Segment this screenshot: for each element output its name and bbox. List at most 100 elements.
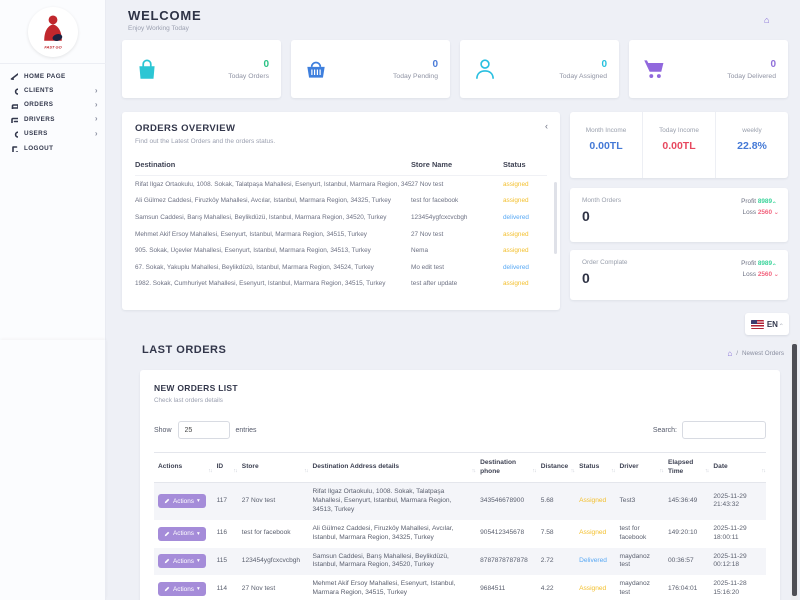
- actions-button[interactable]: Actions ▾: [158, 526, 206, 541]
- destination-cell: Rifat Ilgaz Ortaokulu, 1008. Sokak, Tala…: [135, 180, 411, 188]
- store-cell: 27 Nov test: [411, 180, 444, 188]
- destination-cell: Ali Gülmez Caddesi, Firuzköy Mahallesi, …: [135, 197, 391, 205]
- home-icon[interactable]: ⌂: [727, 349, 733, 358]
- table-row: Samsun Caddesi, Barış Mahallesi, Beylikd…: [135, 209, 547, 226]
- scrollbar-track[interactable]: [791, 340, 798, 600]
- column-distance[interactable]: Distance ↑↓: [536, 451, 576, 484]
- status-badge: delivered: [503, 213, 529, 221]
- sidebar-item-clients[interactable]: CLIENTS ›: [0, 83, 106, 97]
- status-badge: assigned: [503, 280, 529, 288]
- card-label: Order Complate: [582, 259, 628, 266]
- caret-down-icon: ▾: [196, 530, 200, 537]
- status-badge: assigned: [503, 230, 529, 238]
- address-cell: Mehmet Akif Ersoy Mahallesi, Esenyurt, I…: [312, 580, 456, 597]
- actions-button[interactable]: Actions ▾: [158, 494, 206, 509]
- arrow-up-icon: ›: [770, 263, 778, 266]
- loss-label: Loss: [742, 208, 757, 216]
- column-date[interactable]: Date ↑↓: [709, 451, 766, 484]
- card-value: 0: [582, 270, 590, 286]
- table-row: 1982. Sokak, Cumhuriyet Mahallesi, Eseny…: [135, 276, 547, 293]
- person-icon: [476, 59, 494, 79]
- profit-value: 8989: [757, 198, 773, 205]
- column-store[interactable]: Store ↑↓: [237, 451, 309, 484]
- caret-up-icon: ›: [777, 322, 785, 326]
- sort-icon: ↑↓: [610, 467, 615, 474]
- page-size-select[interactable]: [177, 421, 230, 439]
- actions-button[interactable]: Actions ▾: [158, 582, 206, 597]
- column-phone[interactable]: Destination phone ↑↓: [476, 451, 537, 484]
- table-row: Actions ▾ 114 27 Nov test Mehmet Akif Ers…: [154, 575, 766, 600]
- store-cell: Mo edit test: [411, 263, 445, 271]
- main-nav: HOME PAGE CLIENTS › ORDERS › DRIVERS › U…: [0, 69, 106, 155]
- store-cell: 123454ygfcxcvcbgh: [241, 557, 301, 565]
- home-icon[interactable]: ⌂: [764, 15, 770, 25]
- phone-cell: 9684511: [480, 584, 506, 592]
- month-income: Month Income 0.00TL: [570, 112, 642, 178]
- show-label: Show: [154, 426, 172, 434]
- pencil-icon: [164, 559, 170, 564]
- loss-value: 2560: [757, 270, 773, 278]
- sidebar-bottom: FAST GO HOME PAGE CLIENTS › ORDERS › Add…: [0, 340, 106, 600]
- profit-loss: Profit 8989 › Loss 2560 ›: [741, 259, 780, 291]
- stat-label: Today Assigned: [559, 72, 607, 80]
- sort-icon: ↑↓: [761, 467, 766, 474]
- arrow-down-icon: ›: [772, 212, 780, 215]
- language-selector[interactable]: EN ›: [745, 313, 789, 335]
- sidebar-item-logout[interactable]: LOGOUT: [0, 141, 106, 155]
- table-row: Ali Gülmez Caddesi, Firuzköy Mahallesi, …: [135, 193, 547, 210]
- us-flag-icon: [750, 319, 764, 329]
- income-label: weekly: [742, 127, 762, 134]
- column-id[interactable]: ID ↑↓: [212, 451, 238, 484]
- sort-icon: ↑↓: [704, 467, 709, 474]
- collapse-icon[interactable]: ‹: [545, 121, 548, 131]
- sort-icon: ↑↓: [208, 467, 212, 474]
- status-badge: assigned: [503, 197, 529, 205]
- income-label: Today Income: [659, 127, 699, 134]
- id-cell: 114: [216, 584, 228, 592]
- column-actions[interactable]: Actions ↑↓: [154, 451, 213, 484]
- shopping-bag-icon: [139, 59, 155, 79]
- page-title: WELCOME: [128, 8, 202, 23]
- actions-button[interactable]: Actions ▾: [158, 554, 206, 569]
- destination-cell: Mehmet Akif Ersoy Mahallesi, Esenyurt, I…: [135, 230, 367, 238]
- section-subtitle: Find out the Latest Orders and the order…: [135, 138, 276, 145]
- column-elapsed[interactable]: Elapsed Time ↑↓: [663, 451, 710, 484]
- id-cell: 115: [216, 557, 228, 565]
- table-row: Actions ▾ 117 27 Nov test Rifat Ilgaz Ort…: [154, 482, 766, 520]
- scrollbar-thumb[interactable]: [554, 182, 557, 254]
- sidebar-item-drivers[interactable]: DRIVERS ›: [0, 112, 106, 126]
- caret-down-icon: ▾: [196, 558, 200, 565]
- search-input[interactable]: [682, 421, 766, 439]
- divider: [0, 63, 106, 64]
- page-title: LAST ORDERS: [142, 344, 227, 356]
- column-driver[interactable]: Driver ↑↓: [615, 451, 664, 484]
- driver-cell: Test3: [619, 497, 636, 505]
- profit-label: Profit: [741, 198, 757, 205]
- sidebar-item-orders[interactable]: ORDERS ›: [0, 98, 106, 112]
- entries-label: entries: [235, 426, 257, 434]
- scrollbar-thumb[interactable]: [792, 344, 797, 596]
- stat-card-today-orders: 0 Today Orders: [122, 40, 281, 98]
- sort-icon: ↑↓: [659, 467, 663, 474]
- phone-cell: 8787878787878: [480, 557, 528, 565]
- destination-cell: 67. Sokak, Yakuplu Mahallesi, Beylikdüzü…: [135, 263, 374, 271]
- stat-value: 0: [432, 58, 438, 70]
- table-header: Destination Store Name Status: [135, 156, 547, 176]
- status-badge: assigned: [503, 180, 529, 188]
- sidebar-item-users[interactable]: USERS ›: [0, 127, 106, 141]
- sidebar-item-home[interactable]: HOME PAGE: [0, 69, 106, 83]
- column-destination: Destination: [135, 160, 176, 169]
- column-address[interactable]: Destination Address details ↑↓: [308, 451, 477, 484]
- sort-icon: ↑↓: [570, 467, 575, 474]
- orders-overview-card: ORDERS OVERVIEW Find out the Latest Orde…: [122, 112, 560, 310]
- elapsed-cell: 149:20:10: [667, 529, 698, 537]
- home-icon: [10, 73, 18, 81]
- status-badge: Assigned: [579, 584, 607, 592]
- user-icon: [14, 131, 18, 138]
- arrow-down-icon: ›: [772, 274, 780, 277]
- income-value: 0.00TL: [589, 140, 623, 152]
- month-orders-card: Month Orders 0 Profit 8989 › Loss 2560 ›: [570, 188, 788, 242]
- column-status[interactable]: Status ↑↓: [575, 451, 616, 484]
- income-label: Month Income: [585, 127, 627, 134]
